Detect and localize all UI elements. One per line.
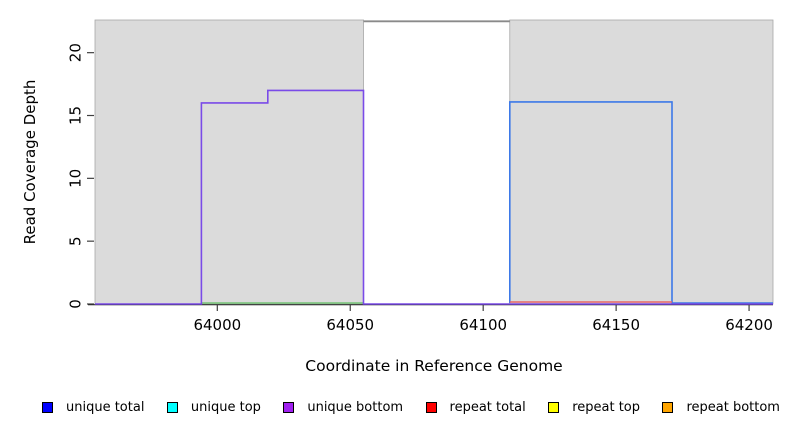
legend: unique total unique top unique bottom re… bbox=[42, 397, 780, 417]
legend-label: unique top bbox=[190, 399, 261, 415]
shaded-region-right bbox=[509, 19, 774, 305]
legend-item-repeat-bottom: repeat bottom bbox=[662, 400, 780, 415]
legend-label: repeat top bbox=[572, 399, 640, 415]
legend-item-unique-total: unique total bbox=[42, 400, 144, 415]
y-tick-label: 20 bbox=[67, 43, 85, 62]
unique-total-line bbox=[509, 101, 773, 304]
y-axis-title: Read Coverage Depth bbox=[21, 79, 39, 245]
shaded-region-left bbox=[94, 19, 364, 305]
legend-item-unique-top: unique top bbox=[166, 399, 261, 415]
legend-item-repeat-top: repeat top bbox=[548, 400, 640, 415]
plot-canvas: 64000 64050 64100 64150 64200 0 5 10 15 20 bbox=[67, 19, 774, 334]
x-axis-title: Coordinate in Reference Genome bbox=[305, 357, 563, 375]
y-tick-label: 0 bbox=[67, 299, 85, 309]
repeat-top-swatch-icon bbox=[548, 401, 560, 413]
unique-top-swatch-icon bbox=[166, 401, 178, 413]
y-tick-label: 10 bbox=[67, 169, 85, 188]
shaded-regions bbox=[94, 19, 774, 305]
x-tick-label: 64100 bbox=[459, 316, 507, 334]
x-tick-label: 64200 bbox=[725, 316, 773, 334]
y-axis: 0 5 10 15 20 bbox=[67, 43, 94, 309]
x-tick-label: 64150 bbox=[592, 316, 640, 334]
legend-label: unique bottom bbox=[307, 399, 404, 415]
repeat-bottom-swatch-icon bbox=[662, 401, 674, 413]
x-axis: 64000 64050 64100 64150 64200 bbox=[88, 304, 773, 334]
legend-label: repeat bottom bbox=[686, 399, 780, 415]
repeat-total-swatch-icon bbox=[425, 401, 437, 413]
y-tick-label: 15 bbox=[67, 106, 85, 125]
unique-total-swatch-icon bbox=[42, 401, 53, 413]
x-tick-label: 64050 bbox=[326, 316, 374, 334]
unique-bottom-swatch-icon bbox=[283, 401, 295, 413]
x-tick-label: 64000 bbox=[193, 316, 241, 334]
legend-label: repeat total bbox=[449, 399, 526, 415]
legend-item-repeat-total: repeat total bbox=[425, 399, 526, 415]
unique-bottom-line bbox=[95, 89, 773, 305]
y-tick-label: 5 bbox=[67, 236, 85, 246]
legend-label: unique total bbox=[66, 399, 145, 415]
legend-item-unique-bottom: unique bottom bbox=[283, 400, 403, 415]
series-lines bbox=[95, 20, 773, 305]
